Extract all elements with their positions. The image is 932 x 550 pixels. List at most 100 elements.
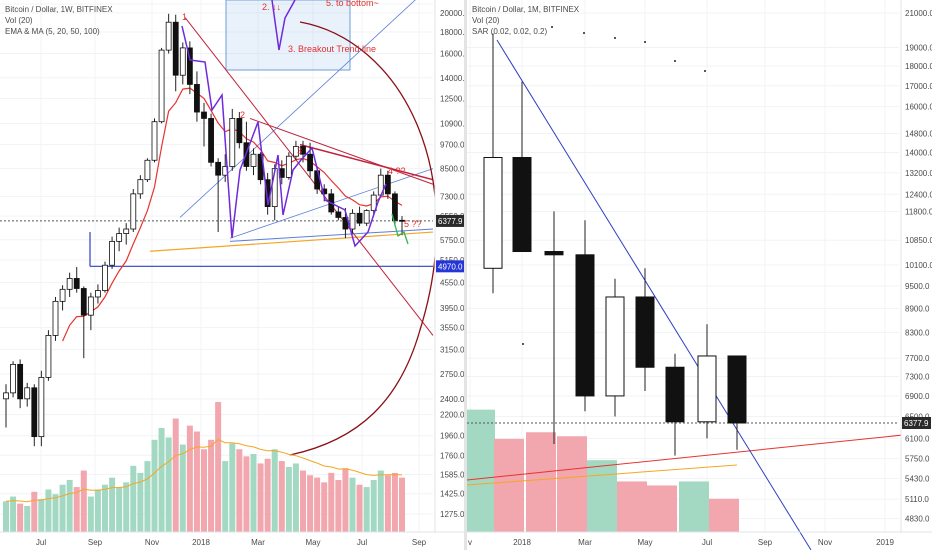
candle-body xyxy=(392,193,398,221)
sar-dot xyxy=(551,26,553,28)
candle-body xyxy=(179,47,186,76)
monthly-price-tick: 21000.0 xyxy=(905,9,932,18)
weekly-price-tick: 18000.0 xyxy=(440,28,464,37)
candle-body xyxy=(31,387,38,438)
weekly-title: Bitcoin / Dollar, 1W, BITFINEX xyxy=(5,5,113,14)
volume-bar xyxy=(165,437,172,532)
candle-body xyxy=(158,49,165,123)
monthly-price-tick: 6900.0 xyxy=(905,392,930,401)
monthly-volume-bar xyxy=(617,481,647,532)
monthly-time-tick: Sep xyxy=(758,538,773,547)
candle-body xyxy=(356,212,363,224)
sar-dot xyxy=(614,37,616,39)
monthly-downtrend-line xyxy=(496,39,812,550)
volume-bar xyxy=(45,489,52,532)
downtrend-line-1 xyxy=(184,17,434,336)
monthly-price-tick: 14800.0 xyxy=(905,129,932,138)
monthly-price-tick: 4830.0 xyxy=(905,515,930,524)
monthly-volume-bar xyxy=(467,409,495,532)
wave-inset-path xyxy=(271,0,296,51)
monthly-price-tick: 12400.0 xyxy=(905,190,932,199)
volume-bar xyxy=(193,431,200,532)
volume-bar xyxy=(31,491,38,532)
volume-bar xyxy=(257,463,264,532)
candle-body xyxy=(201,111,207,119)
monthly-volume-bar xyxy=(587,460,617,532)
monthly-price-tick: 7700.0 xyxy=(905,354,930,363)
monthly-time-tick: Mar xyxy=(578,538,592,547)
downtrend-line-3 xyxy=(299,143,434,181)
weekly-price-tick: 1960.0 xyxy=(440,432,464,441)
volume-bar xyxy=(229,443,236,532)
candle-body xyxy=(236,118,243,144)
monthly-volume-ma-line xyxy=(467,464,738,486)
candle-body xyxy=(137,179,144,195)
monthly-candle-body xyxy=(697,355,717,423)
candle-body xyxy=(3,392,9,400)
long-trend-line xyxy=(149,231,434,252)
monthly-time-tick: May xyxy=(637,538,652,547)
candle-body xyxy=(186,47,193,85)
weekly-chart[interactable]: 1 2 3 4 ?? 5 ?? 2. ↓↓ 5. to bottom~ 3. Breakout… xyxy=(0,0,464,550)
weekly-price-tick: 7300.0 xyxy=(440,192,464,201)
weekly-price-tick: 1425.0 xyxy=(440,490,464,499)
time-cycle-arc xyxy=(289,21,438,456)
monthly-last-price-badge xyxy=(902,416,931,429)
volume-bar xyxy=(349,477,356,532)
volume-bar xyxy=(250,454,257,532)
sar-dot xyxy=(583,32,585,34)
monthly-candle-body xyxy=(512,157,532,253)
volume-bar xyxy=(109,477,116,532)
volume-bar xyxy=(186,425,193,532)
wave-annotation: 5 ?? xyxy=(404,219,422,229)
volume-bar xyxy=(151,439,158,532)
candle-body xyxy=(73,278,80,289)
wave-annotation: 2. ↓↓ xyxy=(262,2,281,12)
monthly-last-price-badge-text: 6377.9 xyxy=(904,419,929,428)
volume-bar xyxy=(285,467,292,532)
candle-body xyxy=(52,300,59,336)
monthly-chart-pane[interactable]: 21000.0 19000.0 18000.0 17000.0 16000.0 14800… xyxy=(467,0,932,550)
weekly-price-tick: 2200.0 xyxy=(440,411,464,420)
volume-bar xyxy=(292,463,299,532)
candle-body xyxy=(130,193,137,230)
volume-bar xyxy=(208,439,215,532)
volume-bar xyxy=(123,482,130,532)
weekly-time-tick: Jul xyxy=(357,538,367,547)
wave-annotation: 1 xyxy=(182,12,187,22)
monthly-candle-body xyxy=(605,296,625,397)
volume-bar xyxy=(144,461,151,532)
volume-bar xyxy=(300,470,306,532)
support-price-badge-text: 4970.0 xyxy=(438,262,463,271)
monthly-price-tick: 19000.0 xyxy=(905,44,932,53)
candle-body xyxy=(399,219,405,222)
monthly-price-tick: 11800.0 xyxy=(905,207,932,216)
sar-dot xyxy=(704,70,706,72)
monthly-time-tick: 2019 xyxy=(876,538,894,547)
pane-divider[interactable] xyxy=(464,0,467,550)
wave-annotation: 3. Breakout Trend line xyxy=(288,44,376,54)
weekly-time-tick: 2018 xyxy=(192,538,210,547)
sar-dot xyxy=(522,343,524,345)
monthly-chart[interactable]: 21000.0 19000.0 18000.0 17000.0 16000.0 14800… xyxy=(467,0,932,550)
volume-bar xyxy=(307,475,314,532)
monthly-candle-body xyxy=(635,296,655,368)
weekly-time-tick: Mar xyxy=(251,538,265,547)
monthly-candle-body xyxy=(575,254,595,397)
sar-dot xyxy=(644,41,646,43)
monthly-volume-bar xyxy=(557,436,587,532)
volume-bar xyxy=(264,458,271,532)
candle-body xyxy=(300,146,306,155)
weekly-ma-label: EMA & MA (5, 20, 50, 100) xyxy=(5,27,100,36)
candle-body xyxy=(10,363,16,394)
candle-body xyxy=(109,240,115,266)
monthly-price-tick: 5110.0 xyxy=(905,495,929,504)
monthly-support-line xyxy=(467,431,932,481)
candle-body xyxy=(165,21,172,51)
weekly-price-tick: 2400.0 xyxy=(440,395,464,404)
weekly-chart-pane[interactable]: 1 2 3 4 ?? 5 ?? 2. ↓↓ 5. to bottom~ 3. Breakout… xyxy=(0,0,464,550)
volume-bar xyxy=(377,470,384,532)
volume-bar xyxy=(215,402,222,532)
candle-body xyxy=(38,376,45,438)
candle-body xyxy=(87,296,94,316)
